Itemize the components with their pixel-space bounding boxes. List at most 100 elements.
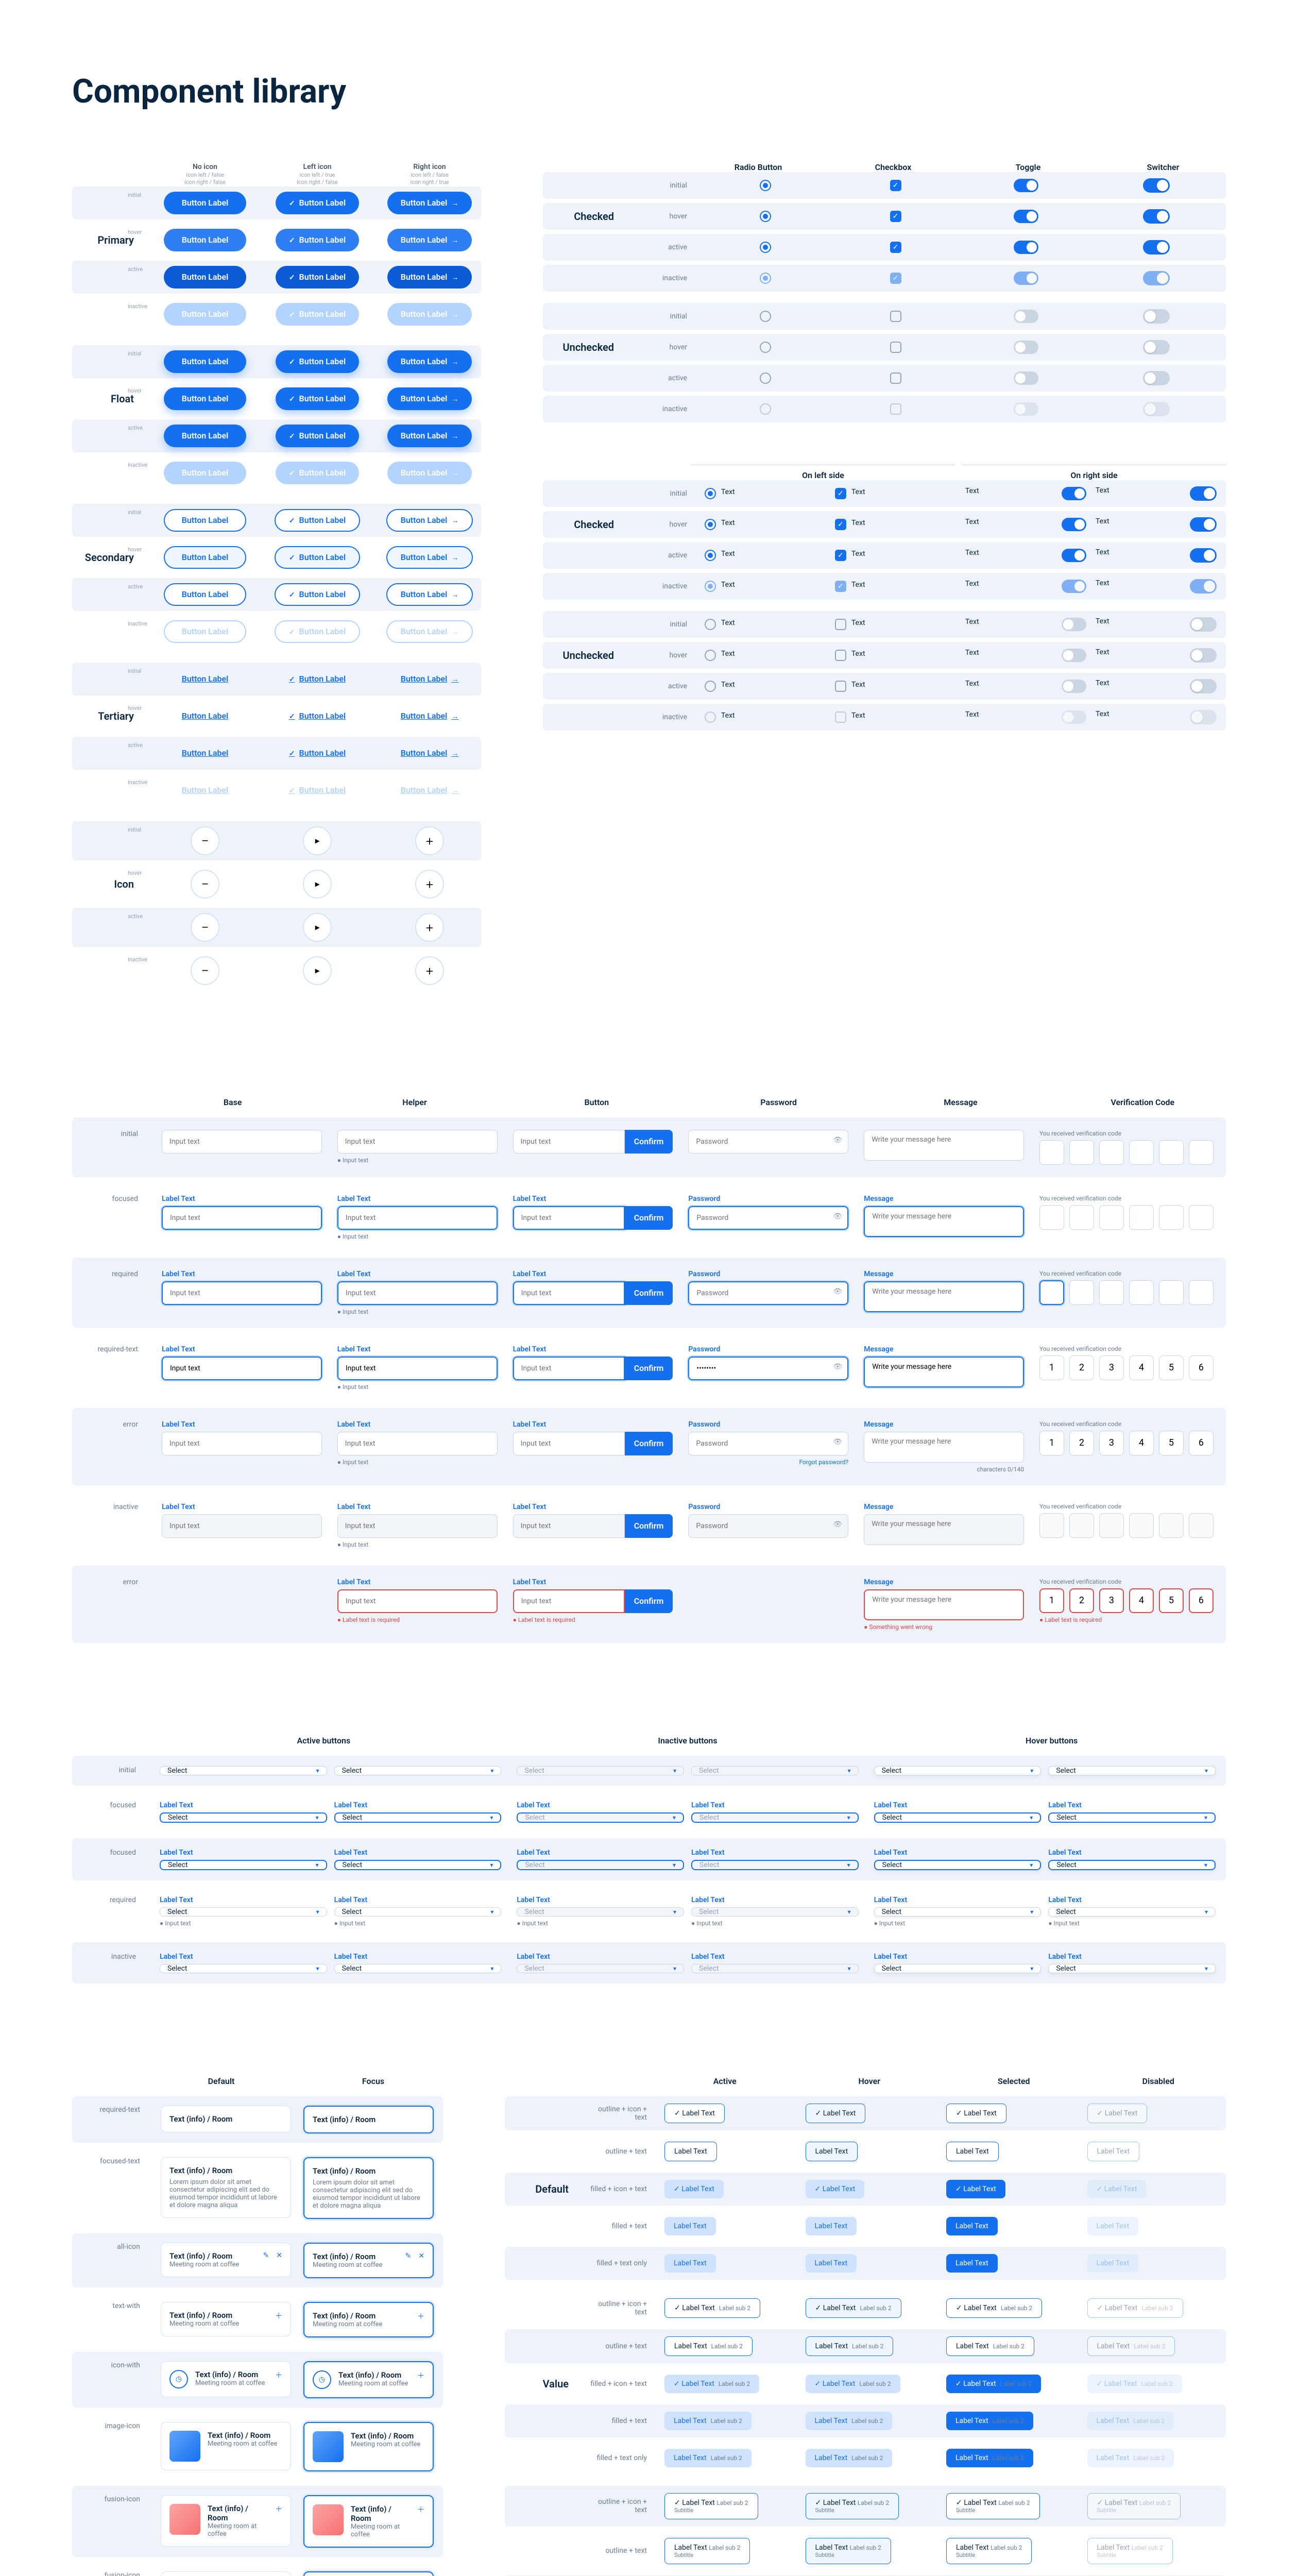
code-box[interactable] [1099,1513,1124,1538]
card[interactable]: Text (info) / RoomLorem ipsum dolor sit … [303,2157,434,2219]
text-input[interactable] [513,1281,625,1305]
card[interactable]: Text (info) / RoomMeeting room at coffee [161,2422,291,2470]
card[interactable]: Text (info) / RoomMeeting room at coffee… [303,2495,434,2548]
code-box[interactable] [1159,1140,1184,1165]
checkbox[interactable]: ✓ [890,180,901,191]
password-input[interactable] [688,1432,848,1455]
tertiary-button[interactable]: Button Label [387,705,472,727]
code-box[interactable] [1129,1513,1154,1538]
checkbox[interactable]: ✓ [835,550,846,561]
float-button[interactable]: Button Label [164,350,246,373]
primary-button[interactable]: Button Label [276,229,359,251]
toggle[interactable] [1062,618,1086,631]
code-box[interactable] [1039,1355,1064,1380]
label-chip[interactable]: ✓ Label Text Label sub 2 [806,2298,901,2318]
checkbox[interactable]: ✓ [890,242,901,253]
text-input[interactable] [162,1514,322,1538]
primary-button[interactable]: Button Label [387,266,472,289]
code-box[interactable] [1099,1431,1124,1455]
icon-button[interactable]: ＋ [415,956,444,985]
float-button[interactable]: Button Label [276,462,359,484]
label-chip[interactable]: Label Text Label sub 2 [664,2336,753,2356]
code-box[interactable] [1159,1588,1184,1613]
plus-icon[interactable]: ＋ [275,2504,282,2538]
radio[interactable] [705,581,716,592]
code-box[interactable] [1159,1431,1184,1455]
code-box[interactable] [1189,1355,1214,1380]
dropdown[interactable]: Select▾ [160,1812,327,1823]
icon-button[interactable]: ＋ [415,870,444,899]
tertiary-button[interactable]: Button Label [276,742,359,765]
toggle[interactable] [1062,710,1086,724]
toggle[interactable] [1014,272,1038,285]
primary-button[interactable]: Button Label [276,192,359,214]
primary-button[interactable]: Button Label [164,192,246,214]
label-chip[interactable]: ✓ Label Text [806,2104,866,2123]
code-box[interactable] [1129,1355,1154,1380]
eye-icon[interactable]: 👁 [833,1363,842,1371]
float-button[interactable]: Button Label [164,425,246,447]
switch[interactable] [1190,517,1217,532]
label-chip[interactable]: ✓ Label Text Label sub 2 [946,2298,1042,2318]
text-input[interactable] [162,1281,322,1305]
checkbox[interactable]: ✓ [890,211,901,222]
label-chip[interactable]: ✓ Label Text Label sub 2Subtitle [664,2493,758,2519]
secondary-button[interactable]: Button Label [386,583,473,606]
tertiary-button[interactable]: Button Label [276,779,359,802]
text-input[interactable] [337,1432,498,1455]
secondary-button[interactable]: Button Label [386,546,473,569]
confirm-button[interactable]: Confirm [625,1357,673,1380]
label-chip[interactable]: Label Text [806,2254,857,2273]
text-input[interactable] [337,1130,498,1154]
switch[interactable] [1143,209,1170,224]
checkbox[interactable]: ✓ [835,519,846,530]
card[interactable]: Text (info) / RoomMeeting room at coffee [303,2422,434,2471]
label-chip[interactable]: Label Text [806,2217,857,2235]
toggle[interactable] [1014,179,1038,192]
forgot-link[interactable]: Forgot password? [688,1459,848,1466]
label-chip[interactable]: Label Text Label sub 2 [664,2412,752,2430]
toggle[interactable] [1062,487,1086,500]
tertiary-button[interactable]: Button Label [387,742,472,765]
toggle[interactable] [1062,518,1086,531]
switch[interactable] [1190,679,1217,693]
primary-button[interactable]: Button Label [164,229,246,251]
label-chip[interactable]: Label Text [806,2142,858,2161]
secondary-button[interactable]: Button Label [275,509,360,532]
code-box[interactable] [1039,1588,1064,1613]
label-chip[interactable]: Label Text Label sub 2 [946,2412,1033,2430]
label-chip[interactable]: Label Text Label sub 2Subtitle [664,2538,750,2564]
code-box[interactable] [1129,1280,1154,1305]
radio[interactable] [760,211,771,222]
code-box[interactable] [1189,1588,1214,1613]
switch[interactable] [1190,548,1217,563]
message-input[interactable] [864,1281,1024,1312]
secondary-button[interactable]: Button Label [386,509,473,532]
password-input[interactable] [688,1357,848,1380]
label-chip[interactable]: Label Text Label sub 2 [806,2412,893,2430]
card[interactable]: Text (info) / RoomMeeting room at coffee… [161,2302,291,2336]
code-box[interactable] [1039,1431,1064,1455]
secondary-button[interactable]: Button Label [164,583,246,606]
tertiary-button[interactable]: Button Label [276,705,359,727]
code-box[interactable] [1069,1431,1094,1455]
label-chip[interactable]: Label Text [664,2217,716,2235]
float-button[interactable]: Button Label [164,462,246,484]
radio[interactable] [705,619,716,630]
confirm-button[interactable]: Confirm [625,1589,673,1613]
dropdown[interactable]: Select▾ [160,1766,327,1775]
radio[interactable] [760,372,771,384]
switch[interactable] [1143,240,1170,255]
dropdown[interactable]: Select▾ [334,1766,502,1775]
checkbox[interactable] [890,342,901,353]
eye-icon[interactable]: 👁 [833,1136,842,1144]
tertiary-button[interactable]: Button Label [164,668,246,690]
icon-button[interactable]: ▸ [303,913,332,942]
switch[interactable] [1190,648,1217,663]
icon-button[interactable]: ▸ [303,956,332,985]
code-box[interactable] [1099,1588,1124,1613]
dropdown[interactable]: Select▾ [1048,1812,1216,1823]
secondary-button[interactable]: Button Label [164,546,246,569]
dropdown[interactable]: Select▾ [1048,1766,1216,1775]
confirm-button[interactable]: Confirm [625,1130,673,1154]
